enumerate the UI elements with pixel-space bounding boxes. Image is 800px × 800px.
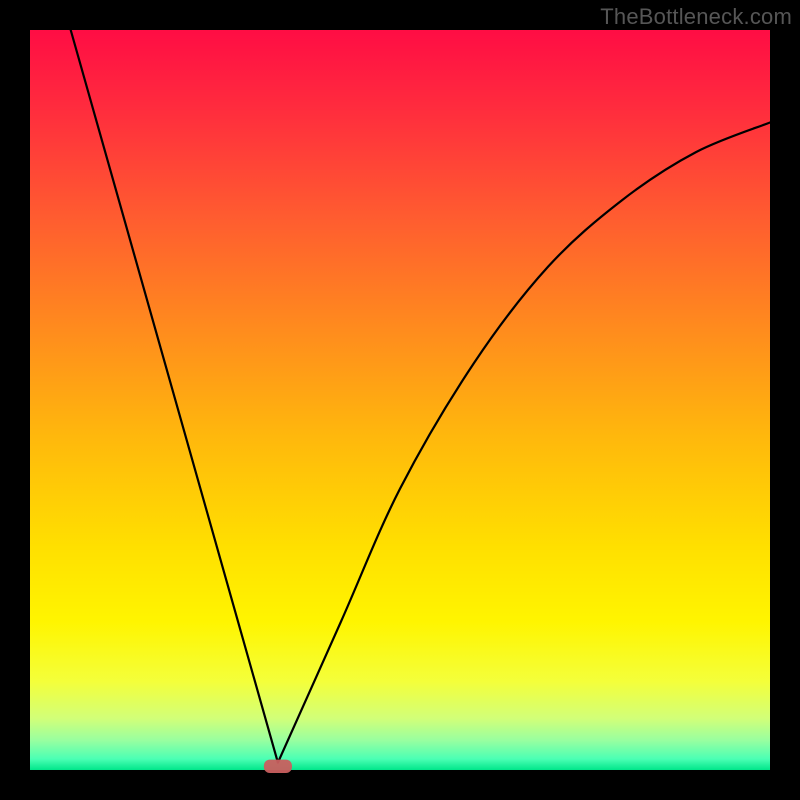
chart-frame: TheBottleneck.com <box>0 0 800 800</box>
vertex-marker <box>264 760 292 773</box>
bottleneck-chart <box>0 0 800 800</box>
watermark-text: TheBottleneck.com <box>600 4 792 30</box>
plot-gradient-background <box>30 30 770 770</box>
